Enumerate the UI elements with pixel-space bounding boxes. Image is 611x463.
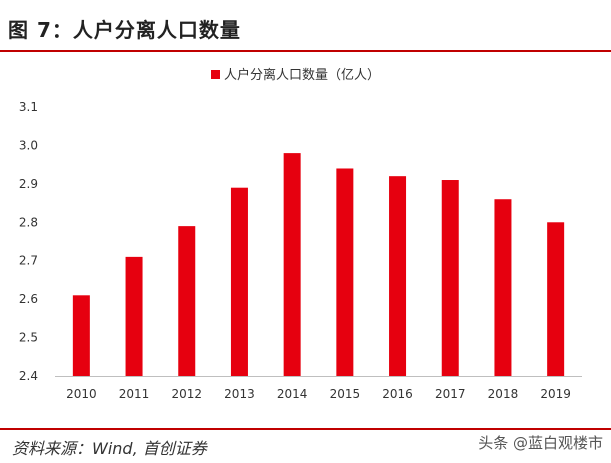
y-tick-label: 3.1 (19, 100, 38, 114)
x-tick-label: 2010 (66, 387, 97, 401)
legend-swatch (211, 70, 220, 79)
x-tick-label: 2014 (277, 387, 308, 401)
y-tick-label: 2.4 (19, 369, 38, 383)
y-axis: 2.4 2.5 2.6 2.7 2.8 2.9 3.0 3.1 (19, 100, 38, 383)
bar-2017 (441, 180, 459, 376)
source-note: 资料来源：Wind, 首创证券 (12, 439, 207, 458)
chart-legend: 人户分离人口数量（亿人） (211, 67, 380, 83)
bar-series (72, 153, 565, 376)
y-tick-label: 2.5 (19, 331, 38, 345)
top-divider (0, 50, 611, 52)
x-tick-label: 2016 (382, 387, 413, 401)
x-tick-label: 2015 (330, 387, 361, 401)
x-tick-label: 2019 (540, 387, 571, 401)
bar-2019 (547, 222, 565, 376)
x-tick-label: 2013 (224, 387, 255, 401)
x-tick-label: 2012 (171, 387, 202, 401)
bar-2011 (125, 256, 143, 376)
bar-2016 (389, 176, 407, 376)
y-tick-label: 2.7 (19, 254, 38, 268)
x-tick-label: 2011 (119, 387, 150, 401)
bar-2010 (72, 295, 90, 376)
figure-title: 图 7：人户分离人口数量 (8, 18, 241, 42)
x-axis: 2010 2011 2012 2013 2014 2015 2016 2017 2018 2019 (55, 376, 582, 401)
x-tick-label: 2018 (488, 387, 519, 401)
y-tick-label: 2.9 (19, 177, 38, 191)
bar-2014 (283, 153, 301, 376)
bar-2018 (494, 199, 512, 376)
y-tick-label: 3.0 (19, 138, 38, 152)
legend-label: 人户分离人口数量（亿人） (224, 67, 380, 83)
y-tick-label: 2.6 (19, 292, 38, 306)
x-tick-label: 2017 (435, 387, 466, 401)
bottom-divider (0, 428, 611, 430)
bar-2012 (178, 226, 196, 376)
bar-2015 (336, 168, 354, 376)
watermark: 头条 @蓝白观楼市 (478, 434, 603, 452)
bar-2013 (230, 187, 248, 376)
y-tick-label: 2.8 (19, 215, 38, 229)
